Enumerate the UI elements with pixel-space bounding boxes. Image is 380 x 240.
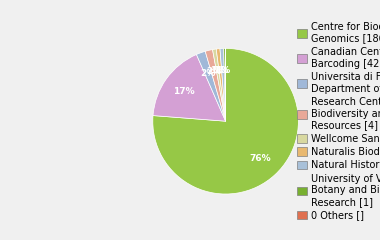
Wedge shape (212, 49, 226, 121)
Text: 1%: 1% (213, 66, 228, 75)
Wedge shape (196, 51, 226, 121)
Legend: Centre for Biodiversity
Genomics [186], Canadian Centre for DNA
Barcoding [42], : Centre for Biodiversity Genomics [186], … (294, 19, 380, 223)
Wedge shape (153, 48, 298, 194)
Text: 2%: 2% (206, 67, 222, 76)
Text: 2%: 2% (201, 69, 216, 78)
Wedge shape (220, 48, 226, 121)
Text: 76%: 76% (249, 154, 271, 163)
Wedge shape (205, 50, 226, 121)
Text: 1%: 1% (210, 66, 225, 75)
Text: 1%: 1% (215, 66, 231, 75)
Wedge shape (216, 49, 226, 121)
Wedge shape (153, 54, 226, 121)
Wedge shape (224, 48, 226, 121)
Text: 17%: 17% (173, 87, 195, 96)
